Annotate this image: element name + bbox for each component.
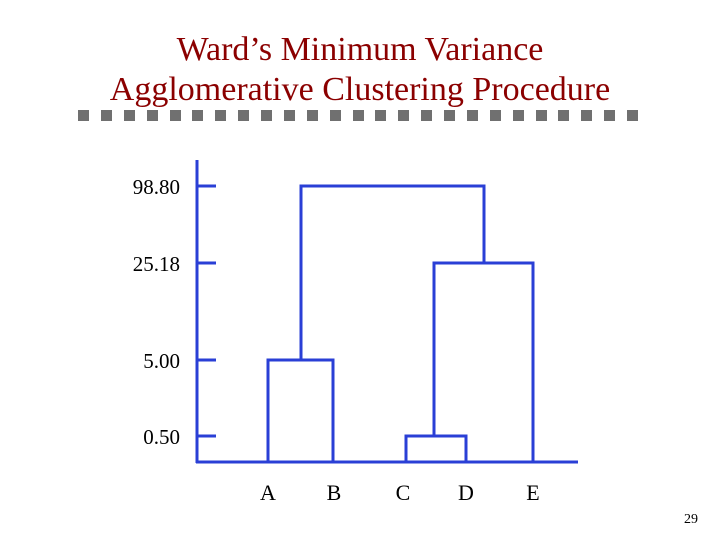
divider-dot bbox=[444, 110, 455, 121]
level-label-5-00: 5.00 bbox=[143, 349, 180, 373]
merge-ab-cde bbox=[299, 184, 486, 360]
title-divider bbox=[78, 110, 638, 122]
divider-dot bbox=[627, 110, 638, 121]
divider-dot bbox=[261, 110, 272, 121]
level-label-0-50: 0.50 bbox=[143, 425, 180, 449]
divider-dot bbox=[306, 110, 318, 121]
divider-dot bbox=[558, 110, 570, 121]
divider-dot bbox=[604, 110, 616, 121]
divider-dot bbox=[581, 110, 593, 121]
divider-dot bbox=[146, 110, 158, 121]
divider-dot bbox=[215, 110, 227, 121]
level-label-98-80: 98.80 bbox=[133, 175, 180, 199]
page-number: 29 bbox=[684, 512, 698, 527]
title-line-2: Agglomerative Clustering Procedure bbox=[109, 71, 611, 108]
divider-dot bbox=[535, 110, 547, 121]
divider-dot bbox=[238, 110, 250, 121]
leaf-label-e: E bbox=[526, 480, 539, 505]
divider-dot bbox=[329, 110, 341, 121]
divider-dot bbox=[78, 110, 89, 121]
leaf-label-c: C bbox=[396, 480, 411, 505]
divider-dot bbox=[352, 110, 364, 121]
leaf-label-a: A bbox=[260, 480, 276, 505]
title-line-1: Ward’s Minimum Variance bbox=[176, 31, 544, 68]
merge-a-b bbox=[266, 358, 335, 462]
level-label-25-18: 25.18 bbox=[133, 252, 180, 276]
divider-dot bbox=[512, 110, 524, 121]
divider-dot bbox=[100, 110, 112, 121]
leaf-label-b: B bbox=[327, 480, 342, 505]
divider-dot bbox=[489, 110, 501, 121]
divider-dot bbox=[466, 110, 478, 121]
merge-c-d bbox=[404, 434, 468, 462]
slide-title: Ward’s Minimum Variance Agglomerative Cl… bbox=[0, 30, 720, 110]
leaf-label-d: D bbox=[458, 480, 474, 505]
divider-dot bbox=[375, 110, 387, 121]
divider-dot bbox=[123, 110, 135, 121]
divider-dot bbox=[398, 110, 410, 121]
merge-cd-e bbox=[432, 261, 535, 462]
divider-dot bbox=[283, 110, 295, 121]
divider-dot bbox=[192, 110, 204, 121]
divider-dot bbox=[421, 110, 433, 121]
divider-dot bbox=[169, 110, 181, 121]
